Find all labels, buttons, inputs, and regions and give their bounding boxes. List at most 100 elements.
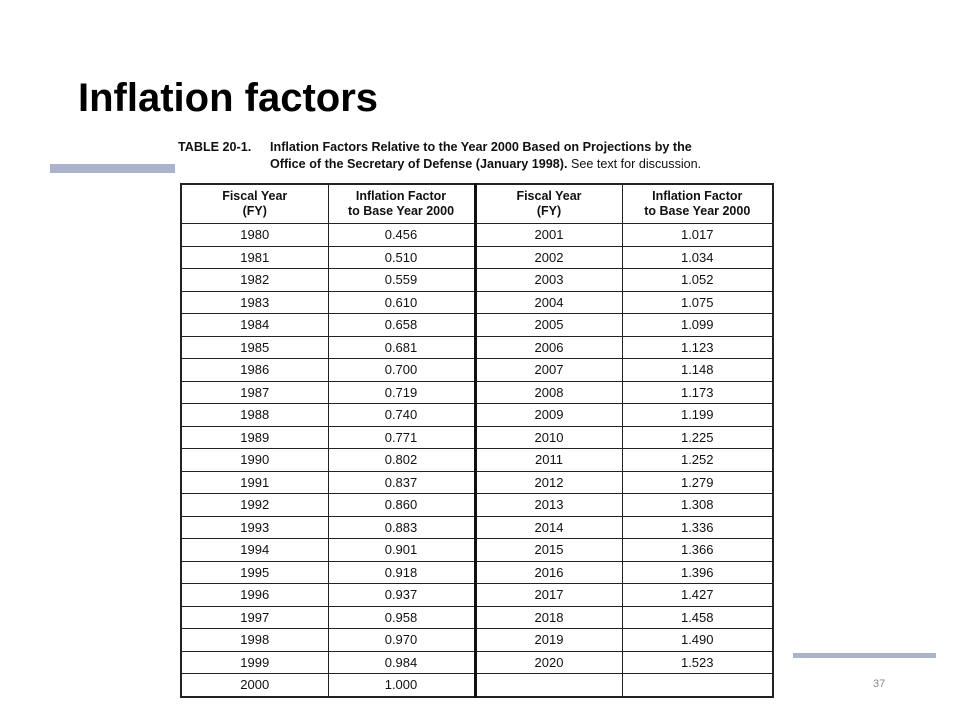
fiscal-year-cell: 1991	[180, 470, 329, 494]
inflation-factor-cell: 0.610	[327, 290, 477, 314]
inflation-factor-cell: 0.658	[327, 313, 477, 337]
header-text: Fiscal Year	[222, 189, 288, 203]
fiscal-year-cell: 2003	[474, 268, 623, 292]
fiscal-year-cell: 1986	[180, 358, 329, 382]
inflation-factor-cell: 1.366	[621, 538, 774, 562]
footer-accent-bar	[793, 653, 936, 658]
page-number: 37	[873, 678, 886, 690]
fiscal-year-cell: 2004	[474, 290, 623, 314]
inflation-factor-cell: 1.123	[621, 335, 774, 359]
inflation-factor-cell: 0.771	[327, 425, 477, 449]
table-row: 1984 0.658 2005 1.099	[180, 313, 774, 337]
fiscal-year-cell: 1984	[180, 313, 329, 337]
table-row: 1991 0.837 2012 1.279	[180, 470, 774, 494]
inflation-factor-cell: 0.456	[327, 223, 477, 247]
inflation-factor-cell: 1.148	[621, 358, 774, 382]
caption-note: See text for discussion.	[570, 157, 702, 171]
inflation-factor-cell: 0.740	[327, 403, 477, 427]
header-text: Inflation Factor	[355, 189, 447, 203]
fiscal-year-cell: 1980	[180, 223, 329, 247]
inflation-factor-cell: 0.837	[327, 470, 477, 494]
caption-line-1: TABLE 20-1. Inflation Factors Relative to…	[178, 139, 778, 156]
inflation-factor-cell: 1.308	[621, 493, 774, 517]
fiscal-year-cell: 1983	[180, 290, 329, 314]
inflation-factor-cell: 1.279	[621, 470, 774, 494]
inflation-factor-cell: 0.958	[327, 605, 477, 629]
table-row: 1989 0.771 2010 1.225	[180, 425, 774, 449]
fiscal-year-cell: 2012	[474, 470, 623, 494]
header-subtext: (FY)	[242, 204, 267, 218]
table-row: 1995 0.918 2016 1.396	[180, 560, 774, 584]
fiscal-year-cell: 1993	[180, 515, 329, 539]
slide-title: Inflation factors	[78, 76, 379, 120]
fiscal-year-cell: 2019	[474, 628, 623, 652]
fiscal-year-cell: 1989	[180, 425, 329, 449]
fiscal-year-cell: 2006	[474, 335, 623, 359]
inflation-factor-cell: 1.173	[621, 380, 774, 404]
inflation-factor-cell: 0.681	[327, 335, 477, 359]
header-subtext: to Base Year 2000	[347, 204, 455, 218]
header-subtext: to Base Year 2000	[644, 204, 751, 218]
inflation-factor-cell: 1.523	[621, 650, 774, 674]
caption-text-2: Office of the Secretary of Defense (Janu…	[270, 157, 568, 171]
inflation-factor-cell: 0.719	[327, 380, 477, 404]
inflation-factor-cell: 0.918	[327, 560, 477, 584]
fiscal-year-cell: 2007	[474, 358, 623, 382]
inflation-factor-cell: 1.017	[621, 223, 774, 247]
table-row: 1980 0.456 2001 1.017	[180, 223, 774, 247]
inflation-factor-cell: 1.000	[327, 673, 477, 697]
inflation-factor-cell: 1.396	[621, 560, 774, 584]
header-text: Inflation Factor	[652, 189, 743, 203]
header-fiscal-year-right: Fiscal Year (FY)	[474, 183, 623, 224]
fiscal-year-cell: 2008	[474, 380, 623, 404]
fiscal-year-cell: 2013	[474, 493, 623, 517]
inflation-factor-cell: 1.052	[621, 268, 774, 292]
inflation-factor-cell: 0.970	[327, 628, 477, 652]
caption-text-1: Inflation Factors Relative to the Year 2…	[270, 140, 692, 154]
table-row: 1999 0.984 2020 1.523	[180, 650, 774, 674]
title-accent-bar	[50, 164, 175, 173]
fiscal-year-cell: 1995	[180, 560, 329, 584]
inflation-factor-cell: 0.901	[327, 538, 477, 562]
inflation-factor-cell: 1.490	[621, 628, 774, 652]
fiscal-year-cell: 1990	[180, 448, 329, 472]
fiscal-year-cell: 2010	[474, 425, 623, 449]
table-row: 1990 0.802 2011 1.252	[180, 448, 774, 472]
header-subtext: (FY)	[536, 204, 562, 218]
fiscal-year-cell: 1988	[180, 403, 329, 427]
inflation-factor-cell: 1.225	[621, 425, 774, 449]
fiscal-year-cell: 1985	[180, 335, 329, 359]
fiscal-year-cell: 1992	[180, 493, 329, 517]
inflation-factor-cell: 0.984	[327, 650, 477, 674]
table-row: 1985 0.681 2006 1.123	[180, 335, 774, 359]
header-text: Fiscal Year	[516, 189, 582, 203]
table-row: 1997 0.958 2018 1.458	[180, 605, 774, 629]
inflation-factor-cell: 1.075	[621, 290, 774, 314]
table-row: 1996 0.937 2017 1.427	[180, 583, 774, 607]
table-header-row: Fiscal Year (FY) Inflation Factor to Bas…	[180, 183, 774, 224]
table-body: 1980 0.456 2001 1.017 1981 0.510 2002 1.034 1982…	[180, 223, 774, 697]
fiscal-year-cell: 1994	[180, 538, 329, 562]
fiscal-year-cell: 2005	[474, 313, 623, 337]
table-caption: TABLE 20-1. Inflation Factors Relative to…	[178, 139, 778, 173]
table-row: 1988 0.740 2009 1.199	[180, 403, 774, 427]
inflation-factor-cell	[621, 673, 774, 697]
fiscal-year-cell: 1998	[180, 628, 329, 652]
table-row: 1993 0.883 2014 1.336	[180, 515, 774, 539]
fiscal-year-cell: 2001	[474, 223, 623, 247]
inflation-factor-cell: 0.802	[327, 448, 477, 472]
caption-line-2: Office of the Secretary of Defense (Janu…	[178, 156, 778, 173]
fiscal-year-cell: 2011	[474, 448, 623, 472]
table-row: 1983 0.610 2004 1.075	[180, 290, 774, 314]
fiscal-year-cell: 1997	[180, 605, 329, 629]
fiscal-year-cell: 2020	[474, 650, 623, 674]
fiscal-year-cell: 2016	[474, 560, 623, 584]
inflation-factor-cell: 1.252	[621, 448, 774, 472]
fiscal-year-cell: 1999	[180, 650, 329, 674]
fiscal-year-cell: 2017	[474, 583, 623, 607]
inflation-factor-cell: 1.458	[621, 605, 774, 629]
inflation-factor-cell: 1.199	[621, 403, 774, 427]
inflation-factor-cell: 0.860	[327, 493, 477, 517]
table-row: 1992 0.860 2013 1.308	[180, 493, 774, 517]
table-row: 1986 0.700 2007 1.148	[180, 358, 774, 382]
